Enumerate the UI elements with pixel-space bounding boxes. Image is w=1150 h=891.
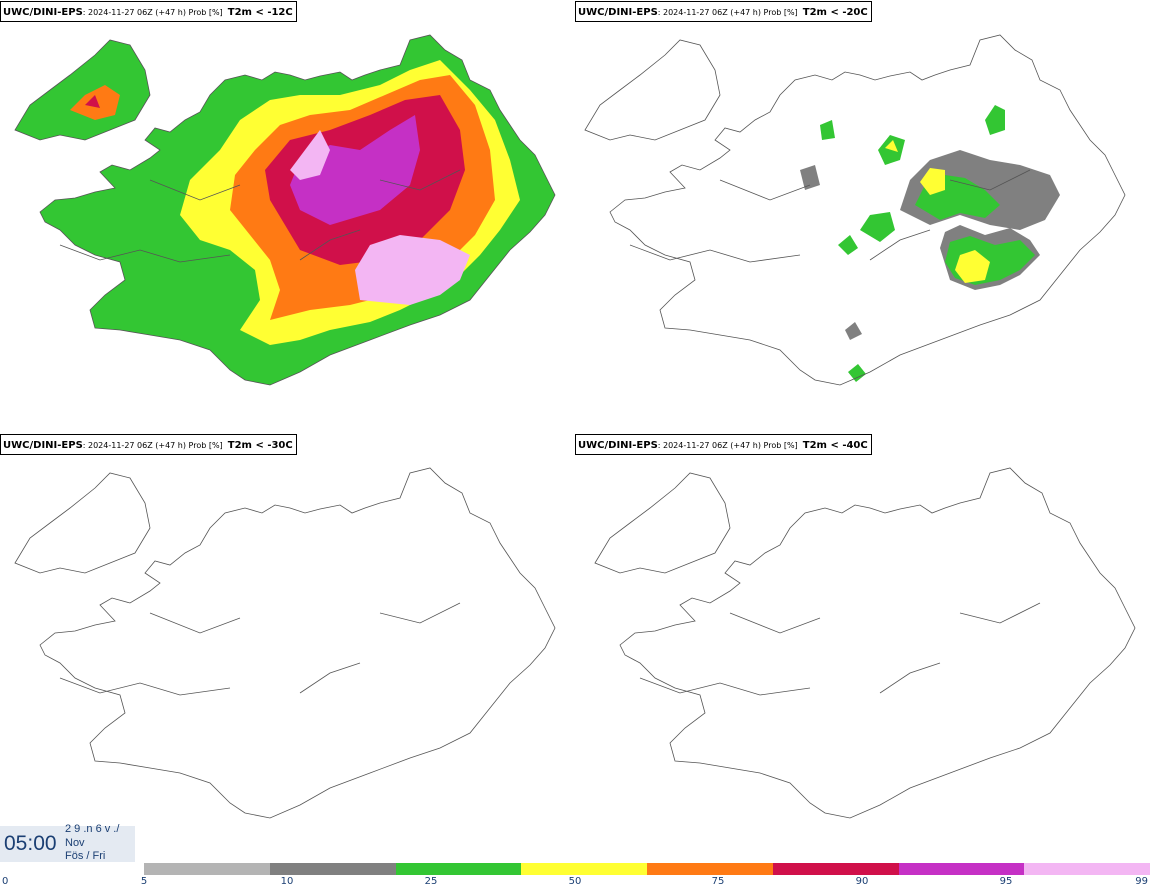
iceland-outline-map: [14, 467, 556, 819]
panel-title: UWC/DINI-EPS: 2024-11-27 06Z (+47 h) Pro…: [575, 1, 872, 22]
coastline: [584, 34, 1126, 386]
iceland-outline-map: [594, 467, 1136, 819]
valid-time-box: 05:00 2 9 .n 6 v ./ Nov Fös / Fri: [0, 823, 135, 862]
legend-segment: [269, 863, 396, 875]
panel-title: UWC/DINI-EPS: 2024-11-27 06Z (+47 h) Pro…: [0, 434, 297, 455]
legend-tick-label: 10: [280, 876, 294, 887]
forecast-meta: : 2024-11-27 06Z (+47 h) Prob [%]: [657, 441, 798, 450]
color-legend: [144, 863, 1150, 875]
valid-time: 05:00: [4, 832, 57, 855]
variable-label: T2m < -20C: [802, 7, 868, 18]
legend-segment: [395, 863, 522, 875]
probability-fill: [15, 35, 555, 385]
variable-label: T2m < -12C: [227, 7, 293, 18]
map-panel-minus30: UWC/DINI-EPS: 2024-11-27 06Z (+47 h) Pro…: [0, 433, 575, 866]
coastline: [14, 34, 556, 386]
legend-tick-label: 90: [855, 876, 869, 887]
valid-month: Nov: [65, 837, 85, 849]
legend-tick-label: 5: [140, 876, 148, 887]
model-name: UWC/DINI-EPS: [3, 7, 83, 18]
legend-tick-label: 50: [568, 876, 582, 887]
forecast-meta: : 2024-11-27 06Z (+47 h) Prob [%]: [82, 441, 223, 450]
legend-segment: [647, 863, 773, 875]
model-name: UWC/DINI-EPS: [3, 440, 83, 451]
valid-day: 2 9 .n 6 v ./: [65, 823, 120, 835]
iceland-probability-map: [14, 34, 556, 386]
legend-segment: [144, 863, 270, 875]
map-panel-minus20: UWC/DINI-EPS: 2024-11-27 06Z (+47 h) Pro…: [575, 0, 1150, 433]
panel-title: UWC/DINI-EPS: 2024-11-27 06Z (+47 h) Pro…: [0, 1, 297, 22]
legend-tick-label: 95: [999, 876, 1013, 887]
coastline: [14, 467, 556, 819]
legend-segment: [772, 863, 899, 875]
variable-label: T2m < -40C: [802, 440, 868, 451]
coastline: [594, 467, 1136, 819]
panel-title: UWC/DINI-EPS: 2024-11-27 06Z (+47 h) Pro…: [575, 434, 872, 455]
legend-tick-label: 75: [711, 876, 725, 887]
legend-segment: [1024, 863, 1150, 875]
probability-fill: [800, 105, 1060, 382]
map-panel-minus12: UWC/DINI-EPS: 2024-11-27 06Z (+47 h) Pro…: [0, 0, 575, 433]
iceland-probability-map: [584, 34, 1126, 386]
forecast-meta: : 2024-11-27 06Z (+47 h) Prob [%]: [82, 8, 223, 17]
map-panel-minus40: UWC/DINI-EPS: 2024-11-27 06Z (+47 h) Pro…: [575, 433, 1150, 866]
legend-tick-label: 0: [2, 876, 9, 887]
legend-segment: [521, 863, 647, 875]
legend-tick-label: 25: [424, 876, 438, 887]
forecast-meta: : 2024-11-27 06Z (+47 h) Prob [%]: [657, 8, 798, 17]
model-name: UWC/DINI-EPS: [578, 440, 658, 451]
model-name: UWC/DINI-EPS: [578, 7, 658, 18]
variable-label: T2m < -30C: [227, 440, 293, 451]
legend-tick-label: 99: [1135, 876, 1148, 887]
legend-segment: [898, 863, 1025, 875]
valid-weekday: Fös / Fri: [65, 850, 106, 862]
